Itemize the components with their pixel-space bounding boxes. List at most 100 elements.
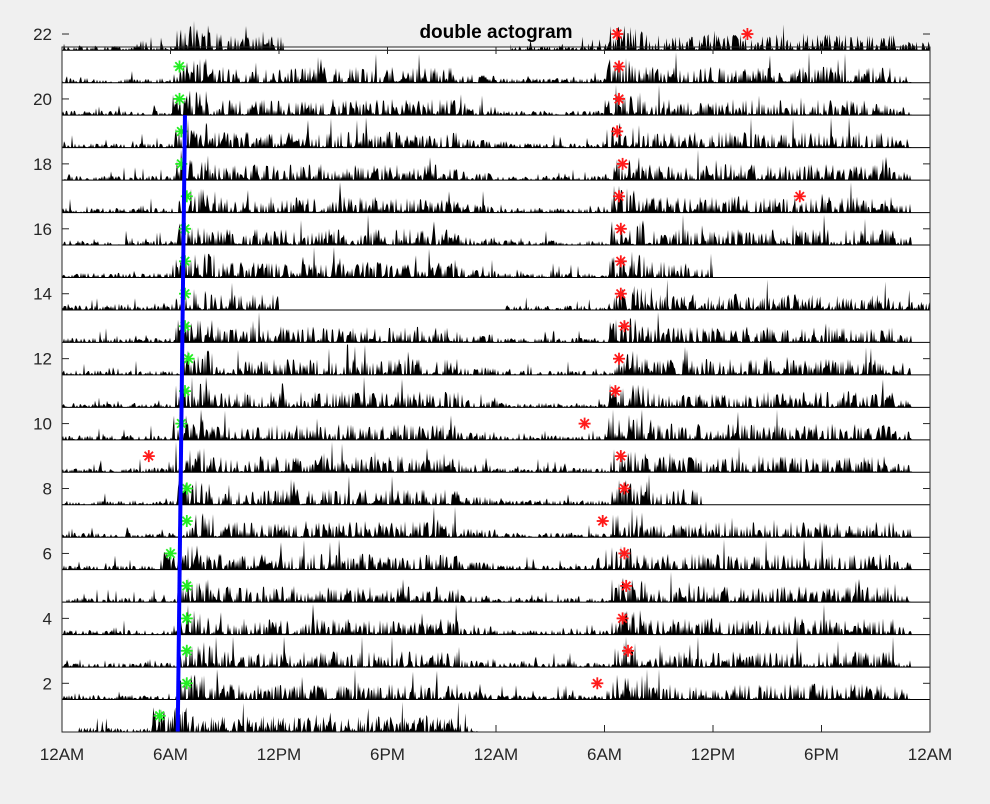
activity-trace-day-16 [62, 214, 912, 246]
red-onset-marker-day-10 [578, 417, 591, 430]
red-onset-marker-day-12-stroke [614, 353, 624, 364]
red-onset-marker-day-16 [614, 222, 627, 235]
activity-trace-day-17 [62, 182, 912, 213]
activity-trace-day-4 [62, 604, 912, 635]
red-onset-marker-day-7 [596, 515, 609, 527]
y-tick-label: 6 [43, 544, 52, 563]
red-onset-marker-day-14 [614, 287, 627, 300]
green-onset-marker-day-5-stroke [181, 581, 192, 591]
green-onset-marker-day-4 [180, 612, 193, 625]
activity-trace-day-21 [62, 52, 912, 83]
green-onset-marker-day-6-stroke [165, 548, 176, 559]
activity-trace-day-13 [62, 312, 912, 343]
red-onset-marker-day-19 [611, 125, 624, 138]
y-tick-label: 14 [33, 285, 52, 304]
red-onset-marker-day-15 [614, 255, 627, 268]
green-onset-marker-day-5 [180, 579, 193, 592]
red-onset-marker-day-9 [614, 450, 627, 463]
red-onset-marker-day-11 [609, 385, 622, 398]
y-tick-label: 12 [33, 350, 52, 369]
red-onset-marker-day-8 [618, 482, 631, 495]
activity-trace-day-2 [62, 669, 912, 700]
green-onset-marker-day-7-stroke [181, 516, 192, 526]
green-onset-marker-day-1-stroke [154, 710, 165, 721]
red-onset-marker-day-2 [591, 677, 604, 690]
y-tick-label: 20 [33, 90, 52, 109]
green-onset-marker-day-3-stroke [181, 645, 192, 656]
activity-trace-day-19 [62, 117, 912, 148]
red-onset-marker-day-13 [618, 320, 631, 333]
green-onset-marker-day-6 [164, 547, 177, 560]
red-onset-marker-day-8-stroke [619, 483, 630, 494]
y-tick-label: 10 [33, 415, 52, 434]
x-tick-label: 12PM [691, 745, 735, 764]
activity-trace-day-9 [62, 441, 912, 473]
activity-trace-day-12 [62, 344, 912, 375]
red-onset-marker-day-21 [613, 60, 625, 73]
y-tick-label: 4 [43, 609, 52, 628]
red-onset-marker-day-21-stroke [614, 61, 624, 72]
red-onset-marker-2-day-22 [741, 28, 754, 40]
axes: 12AM 6AM 12PM 6PM 12AM 6AM 12PM 6PM 12AM 2 4 6 8 10 12… [33, 25, 952, 764]
red-onset-marker-day-6 [618, 547, 631, 560]
red-onset-marker-day-4 [616, 612, 629, 625]
green-onset-marker-day-2-stroke [181, 678, 192, 689]
red-onset-marker-day-3 [622, 644, 634, 657]
activity-trace-day-6 [62, 539, 912, 570]
red-onset-marker-day-18 [616, 157, 629, 170]
x-tick-label: 6AM [587, 745, 622, 764]
red-onset-marker-day-15-stroke [615, 256, 626, 267]
green-onset-marker-day-3 [180, 644, 193, 657]
activity-trace-day-3 [62, 636, 912, 668]
green-onset-marker-day-2 [180, 677, 193, 690]
activity-trace-day-22 [62, 20, 285, 51]
red-onset-marker-day-14-stroke [615, 288, 626, 299]
red-onset-marker-day-20 [613, 92, 625, 105]
green-onset-marker-day-21-stroke [174, 61, 185, 72]
red-onset-marker-day-11-stroke [610, 386, 621, 397]
red-onset-marker-day-2-stroke [592, 678, 603, 689]
red-onset-marker-early-day-9-stroke [143, 451, 154, 461]
green-onset-marker-day-8-stroke [181, 483, 192, 494]
red-onset-marker-2-day-22-stroke [742, 29, 753, 39]
red-onset-marker-day-17 [613, 190, 625, 203]
activity-trace-day-10 [62, 409, 912, 440]
green-onset-marker-day-7 [180, 515, 193, 527]
red-onset-marker-day-4-stroke [617, 613, 628, 624]
x-tick-label: 6PM [370, 745, 405, 764]
red-onset-marker-day-3-stroke [623, 645, 633, 656]
y-tick-label: 16 [33, 220, 52, 239]
chart-title: double actogram [419, 22, 572, 43]
red-onset-marker-day-16-stroke [615, 223, 626, 234]
red-onset-marker-day-5-stroke [621, 581, 632, 591]
green-onset-marker-day-12 [182, 352, 195, 365]
activity-trace-day-5 [62, 571, 912, 603]
x-tick-label: 12AM [908, 745, 952, 764]
red-onset-marker-day-13-stroke [619, 321, 630, 332]
y-tick-label: 22 [33, 25, 52, 44]
activity-trace-day-15 [62, 247, 713, 278]
y-tick-label: 18 [33, 155, 52, 174]
x-tick-label: 12PM [257, 745, 301, 764]
green-onset-marker-day-12-stroke [183, 353, 194, 364]
red-onset-marker-day-12 [613, 352, 625, 365]
red-onset-marker-day-10-stroke [579, 418, 590, 429]
fit-line [175, 115, 187, 733]
green-onset-marker-day-1 [153, 709, 166, 722]
red-onset-marker-day-18-stroke [617, 158, 628, 169]
red-onset-marker-day-19-stroke [612, 126, 623, 137]
red-onset-marker-day-22-stroke [612, 29, 623, 39]
red-onset-marker-day-20-stroke [614, 94, 624, 104]
x-tick-label: 12AM [474, 745, 518, 764]
activity-traces [62, 20, 930, 733]
activity-trace-day-22 [510, 24, 930, 51]
red-onset-marker-day-7-stroke [597, 516, 608, 526]
y-tick-label: 2 [43, 674, 52, 693]
green-onset-marker-day-8 [180, 482, 193, 495]
green-onset-marker-day-20-stroke [174, 94, 185, 104]
green-onset-marker-day-21 [173, 60, 186, 73]
x-tick-label: 6AM [153, 745, 188, 764]
red-onset-marker-early-day-9 [142, 450, 155, 463]
red-onset-marker-2-day-17 [793, 190, 806, 203]
